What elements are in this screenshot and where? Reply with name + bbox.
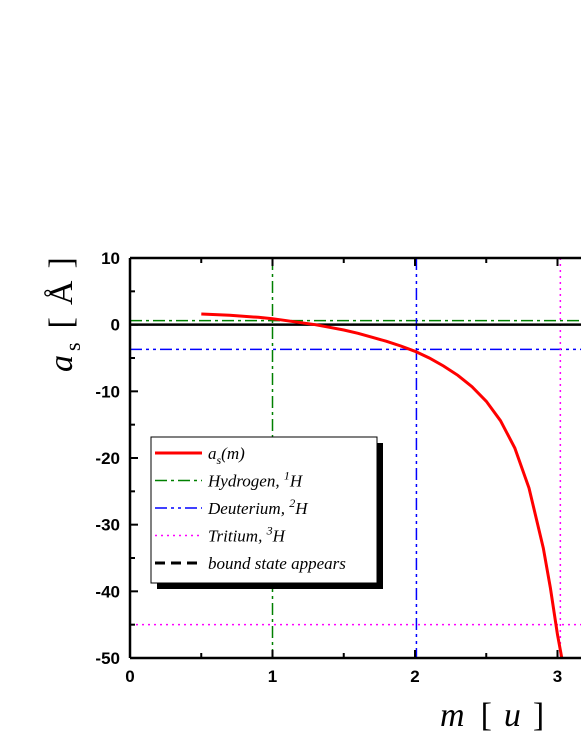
y-tick-label: 0 [111, 316, 120, 335]
legend-box [150, 436, 378, 584]
legend-label-d: Deuterium, 2H [207, 496, 309, 518]
legend-label-h: Hydrogen, 1H [207, 469, 304, 491]
y-tick-label: -30 [95, 516, 120, 535]
x-tick-label: 3 [553, 667, 562, 686]
x-axis-title: m [ u ] [440, 697, 544, 734]
x-tick-label: 0 [125, 667, 134, 686]
y-tick-label: -40 [95, 582, 120, 601]
legend-label-t: Tritium, 3H [208, 524, 287, 546]
x-tick-label: 2 [410, 667, 419, 686]
y-tick-label: -20 [95, 449, 120, 468]
y-tick-label: -10 [95, 382, 120, 401]
tick-labels: 10 0 -10 -20 -30 -40 -50 0 1 2 3 [95, 249, 562, 686]
y-tick-label: -50 [95, 649, 120, 668]
legend-label-b: bound state appears [208, 554, 346, 573]
x-tick-label: 1 [268, 667, 277, 686]
y-axis-title: a s [ Å ] [43, 257, 85, 372]
y-tick-label: 10 [101, 249, 120, 268]
legend-label-as: as(m) [208, 444, 245, 467]
series-as-curve [201, 312, 564, 658]
ticks [129, 257, 559, 659]
legend: as(m)Hydrogen, 1H Deuterium, 2H Tritium, 3… [150, 436, 383, 589]
